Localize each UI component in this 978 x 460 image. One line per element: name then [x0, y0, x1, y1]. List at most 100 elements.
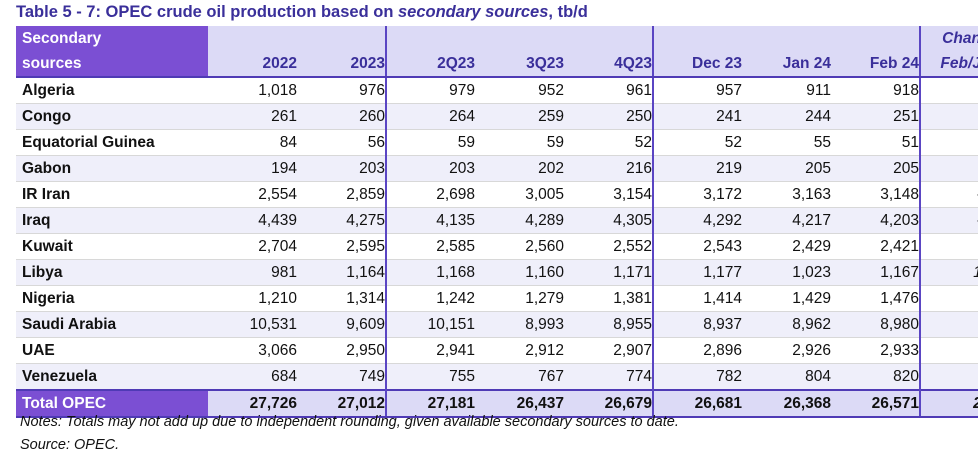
production-value: 1,168: [386, 259, 475, 286]
total-label: Total OPEC: [16, 389, 208, 418]
change-value: -8: [920, 233, 978, 260]
production-value: 51: [831, 129, 921, 156]
production-value: 2,560: [475, 233, 564, 260]
title-emphasis: secondary sources: [398, 3, 549, 21]
header-source-line1: Secondary: [16, 26, 208, 51]
production-value: 194: [208, 155, 297, 182]
country-name: Gabon: [16, 155, 208, 182]
production-value: 10,151: [386, 311, 475, 338]
table-header: Secondary Change sources 2022 2023 2Q23 …: [16, 26, 978, 78]
notes: Notes: Totals may not add up due to inde…: [20, 411, 679, 457]
header-period: Jan 24: [742, 51, 831, 78]
production-value: 264: [386, 103, 475, 130]
production-value: 2,859: [297, 181, 387, 208]
production-value: 8,993: [475, 311, 564, 338]
production-value: 8,962: [742, 311, 831, 338]
production-value: 3,148: [831, 181, 921, 208]
change-value: -15: [920, 181, 978, 208]
change-value: 0: [920, 155, 978, 182]
table-row: Saudi Arabia 10,531 9,609 10,151 8,993 8,955 8…: [16, 311, 978, 338]
header-period: 4Q23: [564, 51, 654, 78]
table-title: Table 5 - 7: OPEC crude oil production b…: [16, 3, 588, 22]
table-row: Venezuela68474975576777478280482016: [16, 363, 978, 391]
production-value: 1,167: [831, 259, 921, 286]
header-source-line2: sources: [16, 51, 208, 78]
production-value: 259: [475, 103, 564, 130]
production-value: 2,907: [564, 337, 654, 364]
change-value: -14: [920, 207, 978, 234]
production-value: 820: [831, 363, 921, 391]
production-value: 52: [653, 129, 742, 156]
production-value: 219: [653, 155, 742, 182]
production-value: 774: [564, 363, 654, 391]
production-value: 2,421: [831, 233, 921, 260]
change-value: 7: [920, 337, 978, 364]
total-change: 203: [920, 389, 978, 418]
production-value: 3,172: [653, 181, 742, 208]
production-value: 1,314: [297, 285, 387, 312]
country-name: Saudi Arabia: [16, 311, 208, 338]
title-suffix: , tb/d: [548, 3, 588, 21]
production-value: 203: [386, 155, 475, 182]
table-row: IR Iran 2,554 2,859 2,698 3,005 3,154 3,172 3,1…: [16, 181, 978, 208]
production-value: 2,429: [742, 233, 831, 260]
change-value: 7: [920, 103, 978, 130]
production-value: 1,279: [475, 285, 564, 312]
production-value: 2,912: [475, 337, 564, 364]
production-value: 244: [742, 103, 831, 130]
production-value: 205: [742, 155, 831, 182]
production-value: 2,926: [742, 337, 831, 364]
production-value: 52: [564, 129, 654, 156]
production-value: 755: [386, 363, 475, 391]
production-value: 2,543: [653, 233, 742, 260]
total-row: Total OPEC 27,726 27,012 27,181 26,437 2…: [16, 389, 978, 418]
country-name: UAE: [16, 337, 208, 364]
production-value: 1,429: [742, 285, 831, 312]
production-value: 4,135: [386, 207, 475, 234]
production-value: 4,289: [475, 207, 564, 234]
production-value: 260: [297, 103, 387, 130]
production-value: 1,414: [653, 285, 742, 312]
change-value: 144: [920, 259, 978, 286]
production-value: 59: [386, 129, 475, 156]
production-value: 1,210: [208, 285, 297, 312]
production-value: 205: [831, 155, 921, 182]
production-value: 251: [831, 103, 921, 130]
production-value: 767: [475, 363, 564, 391]
production-value: 1,476: [831, 285, 921, 312]
total-value: 27,181: [386, 389, 475, 418]
production-value: 10,531: [208, 311, 297, 338]
production-value: 4,275: [297, 207, 387, 234]
production-value: 1,177: [653, 259, 742, 286]
source-note: Source: OPEC.: [20, 437, 120, 453]
production-value: 911: [742, 77, 831, 104]
production-value: 203: [297, 155, 387, 182]
production-table: Secondary Change sources 2022 2023 2Q23 …: [16, 26, 978, 418]
header-period: Dec 23: [653, 51, 742, 78]
table-row: Nigeria 1,210 1,314 1,242 1,279 1,381 1,414 1,4…: [16, 285, 978, 312]
production-value: 2,941: [386, 337, 475, 364]
production-value: 84: [208, 129, 297, 156]
production-value: 918: [831, 77, 921, 104]
production-value: 2,554: [208, 181, 297, 208]
change-value: 16: [920, 363, 978, 391]
production-value: 2,704: [208, 233, 297, 260]
production-value: 3,005: [475, 181, 564, 208]
production-value: 979: [386, 77, 475, 104]
rounding-note: Notes: Totals may not add up due to inde…: [20, 414, 679, 430]
production-value: 782: [653, 363, 742, 391]
production-value: 952: [475, 77, 564, 104]
production-value: 4,305: [564, 207, 654, 234]
header-period: 3Q23: [475, 51, 564, 78]
production-value: 804: [742, 363, 831, 391]
production-value: 4,217: [742, 207, 831, 234]
production-value: 241: [653, 103, 742, 130]
production-value: 1,023: [742, 259, 831, 286]
production-value: 976: [297, 77, 387, 104]
production-value: 55: [742, 129, 831, 156]
header-change-line1: Change: [920, 26, 978, 51]
production-value: 3,066: [208, 337, 297, 364]
country-name: IR Iran: [16, 181, 208, 208]
